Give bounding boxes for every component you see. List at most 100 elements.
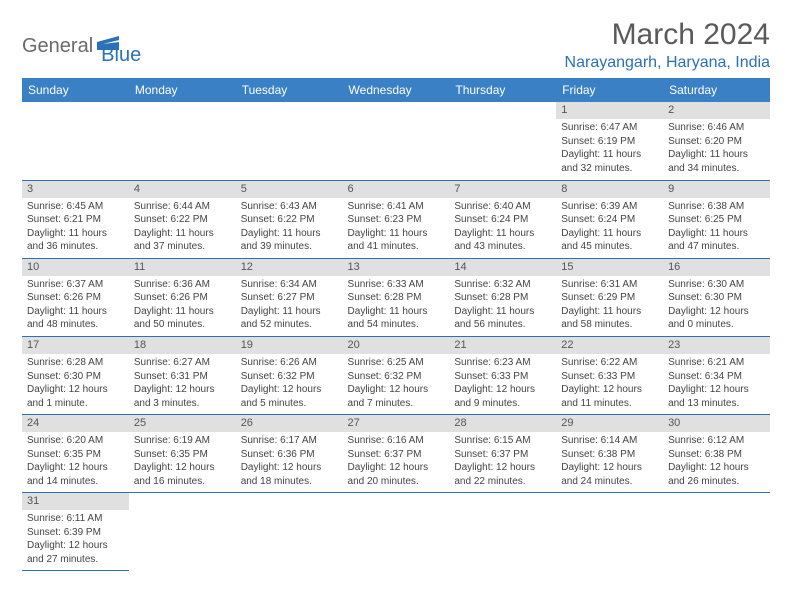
day-details: Sunrise: 6:22 AMSunset: 6:33 PMDaylight:… <box>556 354 663 414</box>
calendar-cell: 25Sunrise: 6:19 AMSunset: 6:35 PMDayligh… <box>129 415 236 493</box>
calendar-cell: 4Sunrise: 6:44 AMSunset: 6:22 PMDaylight… <box>129 180 236 258</box>
title-block: March 2024 Narayangarh, Haryana, India <box>565 18 770 72</box>
calendar-cell <box>343 102 450 180</box>
day-details: Sunrise: 6:25 AMSunset: 6:32 PMDaylight:… <box>343 354 450 414</box>
calendar-cell: 12Sunrise: 6:34 AMSunset: 6:27 PMDayligh… <box>236 258 343 336</box>
day-details: Sunrise: 6:41 AMSunset: 6:23 PMDaylight:… <box>343 198 450 258</box>
day-detail-line: Daylight: 11 hours <box>134 305 231 319</box>
day-details: Sunrise: 6:39 AMSunset: 6:24 PMDaylight:… <box>556 198 663 258</box>
day-detail-line: Sunrise: 6:37 AM <box>27 278 124 292</box>
day-detail-line: Sunset: 6:35 PM <box>27 448 124 462</box>
day-detail-line: and 39 minutes. <box>241 240 338 254</box>
calendar-row: 17Sunrise: 6:28 AMSunset: 6:30 PMDayligh… <box>22 336 770 414</box>
day-detail-line: Daylight: 12 hours <box>348 383 445 397</box>
day-number: 11 <box>129 259 236 276</box>
calendar-cell: 15Sunrise: 6:31 AMSunset: 6:29 PMDayligh… <box>556 258 663 336</box>
day-detail-line: Daylight: 11 hours <box>454 305 551 319</box>
day-detail-line: Sunset: 6:24 PM <box>454 213 551 227</box>
day-number: 14 <box>449 259 556 276</box>
day-detail-line: and 56 minutes. <box>454 318 551 332</box>
day-detail-line: Sunrise: 6:21 AM <box>668 356 765 370</box>
day-detail-line: Sunrise: 6:15 AM <box>454 434 551 448</box>
day-number: 30 <box>663 415 770 432</box>
day-detail-line: Daylight: 11 hours <box>454 227 551 241</box>
day-detail-line: and 22 minutes. <box>454 475 551 489</box>
day-detail-line: Sunset: 6:35 PM <box>134 448 231 462</box>
day-detail-line: and 0 minutes. <box>668 318 765 332</box>
day-detail-line: and 34 minutes. <box>668 162 765 176</box>
day-detail-line: Sunrise: 6:11 AM <box>27 512 124 526</box>
day-detail-line: Sunrise: 6:34 AM <box>241 278 338 292</box>
day-detail-line: Sunset: 6:34 PM <box>668 370 765 384</box>
day-number: 27 <box>343 415 450 432</box>
day-detail-line: Sunrise: 6:19 AM <box>134 434 231 448</box>
day-number: 3 <box>22 181 129 198</box>
day-detail-line: Daylight: 12 hours <box>134 383 231 397</box>
calendar-cell: 17 Sunrise: 6:28 AMSunset: 6:30 PMDayligh… <box>22 336 129 414</box>
day-number: 8 <box>556 181 663 198</box>
calendar-cell <box>343 493 450 571</box>
day-detail-line: Sunset: 6:27 PM <box>241 291 338 305</box>
day-number: 22 <box>556 337 663 354</box>
day-detail-line: and 9 minutes. <box>454 397 551 411</box>
day-number: 17 <box>22 337 129 354</box>
header: General Blue March 2024 Narayangarh, Har… <box>22 18 770 72</box>
calendar-cell: 13Sunrise: 6:33 AMSunset: 6:28 PMDayligh… <box>343 258 450 336</box>
day-detail-line: and 16 minutes. <box>134 475 231 489</box>
day-detail-line: Sunset: 6:37 PM <box>348 448 445 462</box>
day-detail-line: Daylight: 11 hours <box>241 305 338 319</box>
day-detail-line: and 47 minutes. <box>668 240 765 254</box>
day-detail-line: Sunset: 6:33 PM <box>561 370 658 384</box>
day-detail-line: and 20 minutes. <box>348 475 445 489</box>
day-detail-line: and 45 minutes. <box>561 240 658 254</box>
day-detail-line: and 36 minutes. <box>27 240 124 254</box>
calendar-cell: 11Sunrise: 6:36 AMSunset: 6:26 PMDayligh… <box>129 258 236 336</box>
day-detail-line: Sunset: 6:28 PM <box>454 291 551 305</box>
day-detail-line: Sunset: 6:37 PM <box>454 448 551 462</box>
calendar-cell: 24Sunrise: 6:20 AMSunset: 6:35 PMDayligh… <box>22 415 129 493</box>
day-details: Sunrise: 6:20 AMSunset: 6:35 PMDaylight:… <box>22 432 129 492</box>
calendar-cell: 21Sunrise: 6:23 AMSunset: 6:33 PMDayligh… <box>449 336 556 414</box>
day-detail-line: Daylight: 11 hours <box>241 227 338 241</box>
day-detail-line: and 18 minutes. <box>241 475 338 489</box>
weekday-header: Sunday <box>22 78 129 102</box>
day-detail-line: Sunrise: 6:32 AM <box>454 278 551 292</box>
day-number: 1 <box>556 102 663 119</box>
day-detail-line: Daylight: 12 hours <box>454 383 551 397</box>
day-number: 28 <box>449 415 556 432</box>
day-detail-line: Sunset: 6:30 PM <box>27 370 124 384</box>
day-detail-line: and 14 minutes. <box>27 475 124 489</box>
calendar-cell <box>236 102 343 180</box>
day-detail-line: Daylight: 11 hours <box>561 227 658 241</box>
day-detail-line: Sunrise: 6:31 AM <box>561 278 658 292</box>
day-details: Sunrise: 6:12 AMSunset: 6:38 PMDaylight:… <box>663 432 770 492</box>
day-detail-line: Sunrise: 6:27 AM <box>134 356 231 370</box>
weekday-header: Tuesday <box>236 78 343 102</box>
calendar-cell: 14 Sunrise: 6:32 AMSunset: 6:28 PMDayligh… <box>449 258 556 336</box>
day-details: Sunrise: 6:45 AMSunset: 6:21 PMDaylight:… <box>22 198 129 258</box>
calendar-cell <box>236 493 343 571</box>
day-details: Sunrise: 6:21 AMSunset: 6:34 PMDaylight:… <box>663 354 770 414</box>
day-detail-line: Sunrise: 6:28 AM <box>27 356 124 370</box>
day-detail-line: Sunrise: 6:26 AM <box>241 356 338 370</box>
day-details: Sunrise: 6:31 AMSunset: 6:29 PMDaylight:… <box>556 276 663 336</box>
day-detail-line: Daylight: 12 hours <box>668 305 765 319</box>
day-number: 18 <box>129 337 236 354</box>
day-details: Sunrise: 6:26 AMSunset: 6:32 PMDaylight:… <box>236 354 343 414</box>
calendar-cell: 31Sunrise: 6:11 AMSunset: 6:39 PMDayligh… <box>22 493 129 571</box>
calendar-cell: 1Sunrise: 6:47 AMSunset: 6:19 PMDaylight… <box>556 102 663 180</box>
weekday-header: Monday <box>129 78 236 102</box>
day-detail-line: Sunset: 6:24 PM <box>561 213 658 227</box>
day-detail-line: and 1 minute. <box>27 397 124 411</box>
day-detail-line: Daylight: 11 hours <box>668 148 765 162</box>
day-detail-line: Sunset: 6:26 PM <box>27 291 124 305</box>
day-detail-line: and 50 minutes. <box>134 318 231 332</box>
day-number: 9 <box>663 181 770 198</box>
day-detail-line: Sunset: 6:30 PM <box>668 291 765 305</box>
day-details: Sunrise: 6:16 AMSunset: 6:37 PMDaylight:… <box>343 432 450 492</box>
day-detail-line: Daylight: 12 hours <box>27 383 124 397</box>
day-details: Sunrise: 6:34 AMSunset: 6:27 PMDaylight:… <box>236 276 343 336</box>
weekday-header: Thursday <box>449 78 556 102</box>
day-number: 19 <box>236 337 343 354</box>
day-detail-line: Daylight: 12 hours <box>241 461 338 475</box>
